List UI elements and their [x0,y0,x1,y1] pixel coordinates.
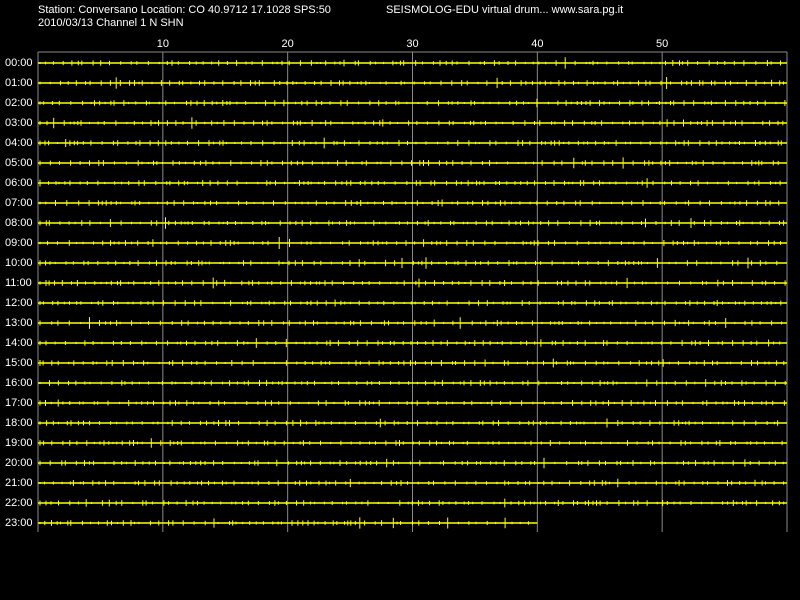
trace-noise [39,217,785,229]
y-tick-label: 00:00 [5,57,33,69]
y-tick-label: 18:00 [5,417,33,429]
x-tick-label: 20 [282,38,294,50]
y-tick-label: 02:00 [5,97,33,109]
trace-noise [39,438,783,448]
y-tick-label: 19:00 [5,437,33,449]
y-tick-label: 10:00 [5,257,33,269]
trace-noise [39,317,783,329]
x-tick-label: 10 [157,38,169,50]
trace-noise [39,178,781,188]
y-tick-label: 09:00 [5,237,33,249]
trace-noise [39,157,779,169]
y-tick-label: 06:00 [5,177,33,189]
trace-noise [39,57,781,69]
trace-noise [39,338,781,348]
chart-title: Station: Conversano Location: CO 40.9712… [38,4,331,16]
y-tick-label: 20:00 [5,457,33,469]
y-tick-label: 13:00 [5,317,33,329]
trace-noise [39,237,781,249]
y-tick-label: 08:00 [5,217,33,229]
trace-noise [39,358,785,368]
y-tick-label: 23:00 [5,517,33,529]
y-tick-label: 22:00 [5,497,33,509]
y-tick-label: 16:00 [5,377,33,389]
y-tick-label: 14:00 [5,337,33,349]
x-tick-label: 50 [656,38,668,50]
trace-noise [39,517,529,529]
y-tick-label: 21:00 [5,477,33,489]
trace-noise [39,498,785,508]
y-tick-label: 01:00 [5,77,33,89]
trace-noise [39,277,786,289]
trace-noise [39,299,782,307]
x-tick-label: 40 [531,38,543,50]
trace-noise [39,137,782,149]
y-tick-label: 12:00 [5,297,33,309]
y-tick-label: 15:00 [5,357,33,369]
header-right: SEISMOLOG-EDU virtual drum... www.sara.p… [386,4,623,16]
trace-noise [39,399,785,407]
trace-noise [39,117,784,129]
y-tick-label: 03:00 [5,117,33,129]
trace-noise [39,98,786,108]
y-tick-label: 04:00 [5,137,33,149]
y-tick-label: 07:00 [5,197,33,209]
x-tick-label: 30 [406,38,418,50]
trace-noise [39,379,786,387]
trace-noise [39,478,785,488]
y-tick-label: 11:00 [5,277,32,289]
trace-noise [39,77,784,89]
trace-noise [39,199,780,207]
chart-subtitle: 2010/03/13 Channel 1 N SHN [38,17,184,29]
trace-noise [39,418,779,428]
y-tick-label: 17:00 [5,397,33,409]
trace-noise [39,257,778,269]
y-tick-label: 05:00 [5,157,33,169]
trace-noise [39,457,784,469]
